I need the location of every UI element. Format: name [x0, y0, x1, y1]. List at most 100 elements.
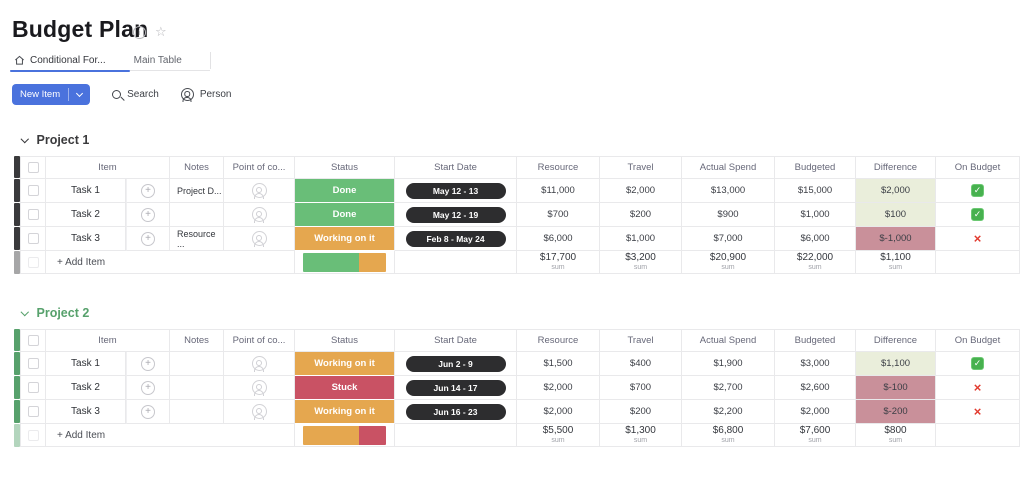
column-header-difference[interactable]: Difference: [856, 156, 936, 179]
group-header-project-2[interactable]: Project 2: [14, 306, 89, 320]
add-item-button[interactable]: + Add Item: [46, 424, 295, 447]
travel-cell[interactable]: $2,000: [600, 179, 682, 203]
add-item-button[interactable]: + Add Item: [46, 251, 295, 274]
date-pill[interactable]: Jun 14 - 17: [405, 379, 506, 396]
column-header-travel[interactable]: Travel: [600, 156, 682, 179]
chevron-down-icon[interactable]: [76, 89, 84, 97]
travel-cell[interactable]: $1,000: [600, 227, 682, 251]
status-cell[interactable]: Done: [295, 179, 395, 203]
date-pill[interactable]: May 12 - 19: [405, 206, 506, 223]
select-all-checkbox[interactable]: [20, 156, 46, 179]
column-header-status[interactable]: Status: [295, 329, 395, 352]
status-distribution-segment[interactable]: [358, 425, 387, 445]
on-budget-cell[interactable]: ✓: [936, 179, 1020, 203]
point-of-contact-cell[interactable]: [224, 227, 295, 251]
on-budget-cell[interactable]: ×: [936, 400, 1020, 424]
date-pill[interactable]: Jun 16 - 23: [405, 403, 506, 420]
status-cell[interactable]: Working on it: [295, 227, 395, 251]
point-of-contact-cell[interactable]: [224, 203, 295, 227]
difference-cell[interactable]: $-200: [856, 400, 936, 424]
task-name-cell[interactable]: Task 2: [46, 203, 126, 227]
add-update-icon[interactable]: +: [141, 356, 155, 371]
group-title[interactable]: Project 1: [36, 133, 90, 147]
date-pill[interactable]: Feb 8 - May 24: [405, 230, 506, 247]
row-checkbox[interactable]: [20, 179, 46, 203]
person-filter-button[interactable]: Person: [180, 88, 232, 101]
actual-spend-cell[interactable]: $13,000: [682, 179, 775, 203]
travel-cell[interactable]: $400: [600, 352, 682, 376]
add-update-cell[interactable]: +: [126, 203, 170, 227]
column-header-item[interactable]: Item: [46, 156, 170, 179]
actual-spend-cell[interactable]: $900: [682, 203, 775, 227]
add-update-cell[interactable]: +: [126, 227, 170, 251]
group-header-project-1[interactable]: Project 1: [14, 133, 89, 147]
group-title[interactable]: Project 2: [36, 306, 90, 320]
row-checkbox[interactable]: [20, 203, 46, 227]
on-budget-cell[interactable]: ✓: [936, 352, 1020, 376]
status-distribution-segment[interactable]: [302, 425, 359, 445]
add-update-icon[interactable]: +: [141, 231, 155, 246]
column-header-actual-spend[interactable]: Actual Spend: [682, 156, 775, 179]
row-checkbox[interactable]: [20, 400, 46, 424]
column-header-notes[interactable]: Notes: [170, 156, 224, 179]
tab-main-table[interactable]: Main Table: [118, 50, 198, 71]
resource-cell[interactable]: $1,500: [517, 352, 600, 376]
resource-cell[interactable]: $6,000: [517, 227, 600, 251]
column-header-resource[interactable]: Resource: [517, 329, 600, 352]
budgeted-cell[interactable]: $3,000: [775, 352, 856, 376]
on-budget-cell[interactable]: ✓: [936, 203, 1020, 227]
start-date-cell[interactable]: May 12 - 13: [395, 179, 517, 203]
actual-spend-cell[interactable]: $7,000: [682, 227, 775, 251]
column-header-actual-spend[interactable]: Actual Spend: [682, 329, 775, 352]
travel-cell[interactable]: $700: [600, 376, 682, 400]
travel-cell[interactable]: $200: [600, 400, 682, 424]
resource-cell[interactable]: $2,000: [517, 400, 600, 424]
date-pill[interactable]: Jun 2 - 9: [405, 355, 506, 372]
row-checkbox[interactable]: [20, 227, 46, 251]
add-update-cell[interactable]: +: [126, 352, 170, 376]
notes-cell[interactable]: [170, 352, 224, 376]
column-header-budgeted[interactable]: Budgeted: [775, 156, 856, 179]
start-date-cell[interactable]: May 12 - 19: [395, 203, 517, 227]
task-name-cell[interactable]: Task 3: [46, 400, 126, 424]
travel-cell[interactable]: $200: [600, 203, 682, 227]
notes-cell[interactable]: Project D...: [170, 179, 224, 203]
column-header-point-of-contact[interactable]: Point of co...: [224, 156, 295, 179]
on-budget-cell[interactable]: ×: [936, 227, 1020, 251]
status-cell[interactable]: Working on it: [295, 400, 395, 424]
difference-cell[interactable]: $100: [856, 203, 936, 227]
status-distribution-cell[interactable]: [295, 424, 395, 447]
column-header-budgeted[interactable]: Budgeted: [775, 329, 856, 352]
select-all-checkbox[interactable]: [20, 329, 46, 352]
add-update-cell[interactable]: +: [126, 179, 170, 203]
notes-cell[interactable]: [170, 376, 224, 400]
row-checkbox[interactable]: [20, 376, 46, 400]
column-header-travel[interactable]: Travel: [600, 329, 682, 352]
add-update-cell[interactable]: +: [126, 376, 170, 400]
column-header-on-budget[interactable]: On Budget: [936, 329, 1020, 352]
search-button[interactable]: Search: [112, 89, 159, 100]
on-budget-cell[interactable]: ×: [936, 376, 1020, 400]
star-icon[interactable]: ☆: [155, 25, 167, 40]
resource-cell[interactable]: $700: [517, 203, 600, 227]
new-item-button[interactable]: New Item: [12, 84, 91, 105]
tab-conditional-formatting[interactable]: Conditional For...: [10, 50, 130, 72]
column-header-status[interactable]: Status: [295, 156, 395, 179]
status-cell[interactable]: Stuck: [295, 376, 395, 400]
status-distribution-cell[interactable]: [295, 251, 395, 274]
actual-spend-cell[interactable]: $2,200: [682, 400, 775, 424]
status-distribution-segment[interactable]: [358, 252, 387, 272]
column-header-on-budget[interactable]: On Budget: [936, 156, 1020, 179]
actual-spend-cell[interactable]: $1,900: [682, 352, 775, 376]
task-name-cell[interactable]: Task 1: [46, 179, 126, 203]
column-header-point-of-contact[interactable]: Point of co...: [224, 329, 295, 352]
column-header-resource[interactable]: Resource: [517, 156, 600, 179]
point-of-contact-cell[interactable]: [224, 352, 295, 376]
date-pill[interactable]: May 12 - 13: [405, 182, 506, 199]
start-date-cell[interactable]: Jun 2 - 9: [395, 352, 517, 376]
add-update-icon[interactable]: +: [141, 183, 155, 198]
add-update-icon[interactable]: +: [141, 404, 155, 419]
status-cell[interactable]: Done: [295, 203, 395, 227]
info-icon[interactable]: i: [133, 26, 146, 39]
status-distribution-segment[interactable]: [302, 252, 359, 272]
